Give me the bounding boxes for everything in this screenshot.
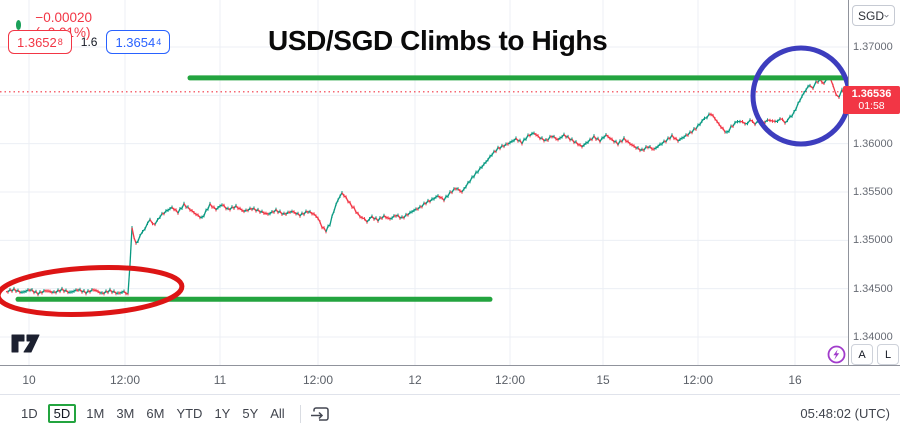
range-ytd-button[interactable]: YTD bbox=[176, 406, 203, 421]
range-1d-button[interactable]: 1D bbox=[21, 406, 38, 421]
range-5y-button[interactable]: 5Y bbox=[242, 406, 259, 421]
chart-plot-area[interactable] bbox=[0, 0, 848, 365]
toolbar-divider bbox=[299, 404, 301, 423]
range-1m-button[interactable]: 1M bbox=[86, 406, 105, 421]
time-tick[interactable]: 10 bbox=[22, 373, 36, 387]
range-buttons: 1D 5D 1M 3M 6M YTD 1Y 5Y All bbox=[15, 404, 291, 423]
price-tick: 1.34500 bbox=[853, 282, 893, 295]
time-tick[interactable]: 15 bbox=[596, 373, 610, 387]
price-tick: 1.35000 bbox=[853, 234, 893, 247]
ask-price-sup: 4 bbox=[156, 37, 162, 47]
bid-price-sup: 8 bbox=[57, 37, 63, 47]
time-tick[interactable]: 12:00 bbox=[682, 373, 714, 387]
bar-countdown: 01:58 bbox=[858, 99, 885, 112]
currency-label: SGD bbox=[858, 8, 885, 23]
range-3m-button[interactable]: 3M bbox=[116, 406, 135, 421]
flash-icon[interactable] bbox=[827, 345, 846, 369]
price-tick: 1.36000 bbox=[853, 137, 893, 150]
time-tick[interactable]: 12 bbox=[408, 373, 422, 387]
range-all-button[interactable]: All bbox=[270, 406, 285, 421]
price-tick: 1.35500 bbox=[853, 186, 893, 198]
bottom-toolbar: 1D 5D 1M 3M 6M YTD 1Y 5Y All 05:48:02 (UTC) bbox=[0, 394, 900, 432]
range-6m-button[interactable]: 6M bbox=[146, 406, 165, 421]
clock: 05:48:02 (UTC) bbox=[800, 406, 890, 421]
last-price-value: 1.36536 bbox=[851, 87, 892, 100]
time-tick[interactable]: 11 bbox=[213, 373, 227, 387]
market-status-dot-icon bbox=[16, 20, 22, 30]
page-title: USD/SGD Climbs to Highs bbox=[268, 25, 608, 56]
range-5d-button[interactable]: 5D bbox=[47, 404, 77, 423]
price-chart bbox=[0, 0, 848, 365]
go-to-date-icon[interactable] bbox=[310, 405, 330, 423]
range-1y-button[interactable]: 1Y bbox=[214, 406, 231, 421]
time-tick[interactable]: 12:00 bbox=[302, 373, 334, 387]
ask-price: 1.3654 bbox=[115, 34, 156, 50]
currency-selector[interactable]: SGD bbox=[852, 5, 895, 26]
bid-price: 1.3652 bbox=[17, 34, 57, 50]
time-axis[interactable]: 10 12:00 11 12:00 12 12:00 15 12:00 16 bbox=[0, 365, 900, 394]
spread-value: 1.6 bbox=[80, 35, 98, 49]
last-price-badge: 1.36536 01:58 bbox=[843, 85, 900, 114]
time-tick[interactable]: 12:00 bbox=[109, 373, 141, 387]
auto-scale-button[interactable]: A bbox=[851, 344, 873, 365]
price-axis[interactable]: SGD 1.37000 1.36000 1.35500 1.35000 1.34500 1… bbox=[848, 0, 900, 394]
price-tick: 1.37000 bbox=[853, 41, 893, 53]
time-tick[interactable]: 12:00 bbox=[494, 373, 526, 387]
ask-price-box[interactable]: 1.3654 4 bbox=[106, 30, 171, 54]
time-tick[interactable]: 16 bbox=[788, 373, 802, 387]
chevron-down-icon bbox=[884, 14, 889, 18]
log-scale-button[interactable]: L bbox=[877, 344, 899, 365]
tradingview-logo-icon[interactable] bbox=[11, 334, 41, 359]
price-tick: 1.34000 bbox=[853, 331, 893, 343]
bid-price-box[interactable]: 1.3652 8 bbox=[8, 30, 72, 54]
